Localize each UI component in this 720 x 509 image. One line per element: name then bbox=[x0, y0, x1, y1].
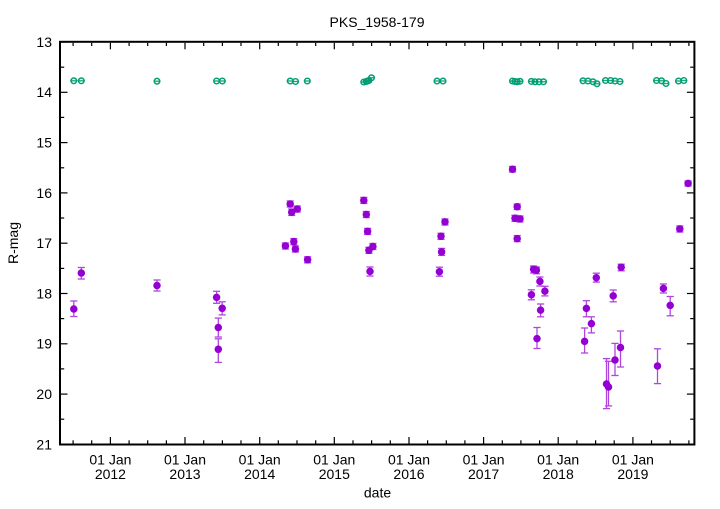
svg-text:20: 20 bbox=[36, 386, 52, 402]
svg-text:19: 19 bbox=[36, 336, 52, 352]
svg-text:PKS_1958-179: PKS_1958-179 bbox=[330, 14, 425, 30]
svg-text:21: 21 bbox=[36, 436, 52, 452]
svg-text:01 Jan: 01 Jan bbox=[89, 452, 131, 468]
svg-text:01 Jan: 01 Jan bbox=[388, 452, 430, 468]
svg-text:13: 13 bbox=[36, 34, 52, 50]
svg-text:2019: 2019 bbox=[617, 466, 648, 482]
svg-text:01 Jan: 01 Jan bbox=[313, 452, 355, 468]
svg-text:15: 15 bbox=[36, 135, 52, 151]
svg-text:2016: 2016 bbox=[393, 466, 424, 482]
svg-text:17: 17 bbox=[36, 235, 52, 251]
svg-text:01 Jan: 01 Jan bbox=[537, 452, 579, 468]
svg-text:2015: 2015 bbox=[319, 466, 350, 482]
svg-text:2012: 2012 bbox=[95, 466, 126, 482]
svg-text:date: date bbox=[364, 485, 391, 501]
svg-text:01 Jan: 01 Jan bbox=[164, 452, 206, 468]
svg-text:R-mag: R-mag bbox=[5, 222, 21, 264]
svg-text:01 Jan: 01 Jan bbox=[612, 452, 654, 468]
svg-text:2018: 2018 bbox=[543, 466, 574, 482]
svg-text:18: 18 bbox=[36, 285, 52, 301]
svg-text:2017: 2017 bbox=[468, 466, 499, 482]
svg-text:14: 14 bbox=[36, 84, 52, 100]
svg-text:01 Jan: 01 Jan bbox=[463, 452, 505, 468]
svg-text:2013: 2013 bbox=[169, 466, 200, 482]
svg-text:2014: 2014 bbox=[244, 466, 275, 482]
svg-text:16: 16 bbox=[36, 185, 52, 201]
svg-text:01 Jan: 01 Jan bbox=[239, 452, 281, 468]
